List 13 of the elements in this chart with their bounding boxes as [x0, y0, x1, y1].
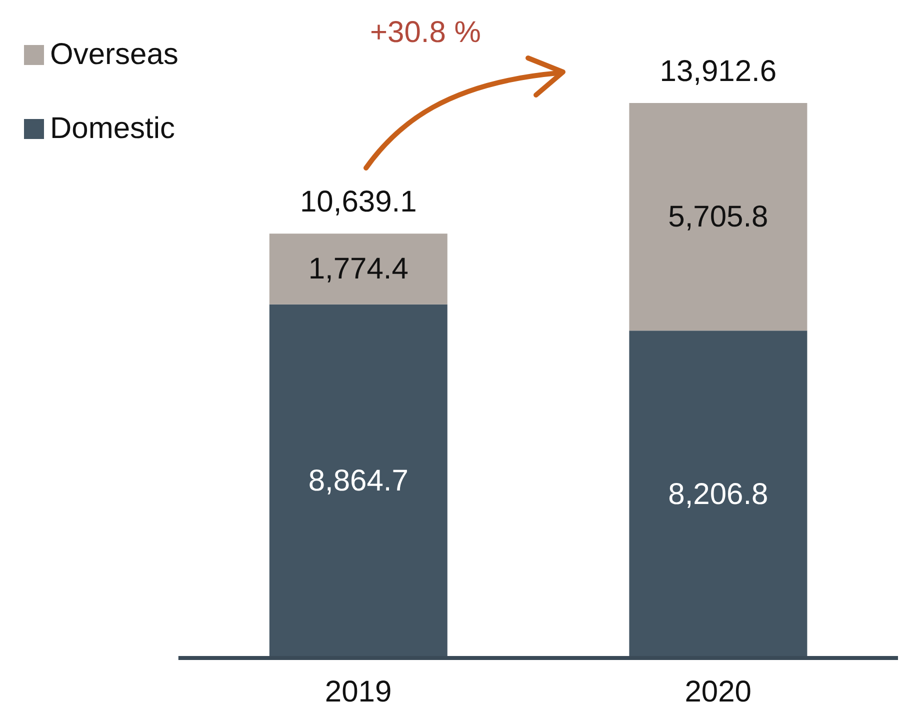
x-tick-label: 2020	[684, 675, 752, 708]
total-label: 10,639.1	[300, 186, 417, 219]
data-label: 5,705.8	[668, 200, 768, 234]
legend-label: Overseas	[50, 38, 178, 72]
data-label: 8,864.7	[308, 464, 408, 498]
total-label: 13,912.6	[660, 55, 777, 88]
data-label: 8,206.8	[668, 478, 768, 511]
text: +30.8 %	[370, 16, 481, 50]
bar	[629, 103, 808, 331]
bar	[269, 234, 448, 304]
legend-label: Domestic	[50, 112, 176, 146]
data-label: 1,774.4	[308, 252, 408, 286]
x-tick-label: 2019	[324, 675, 392, 708]
